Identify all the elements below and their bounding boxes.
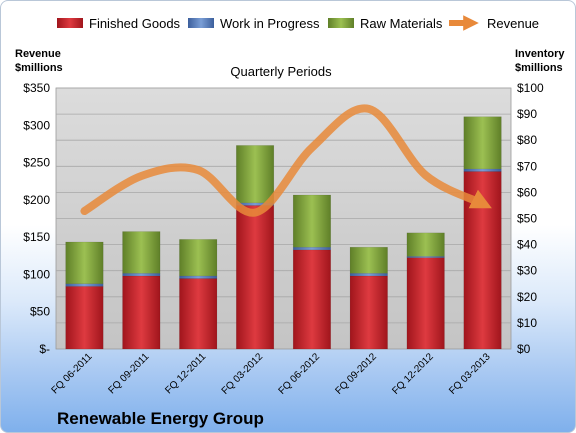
legend-label-work-in-progress: Work in Progress — [220, 16, 320, 31]
x-axis-tick-label: FQ 06-2011 — [50, 351, 95, 396]
x-axis-tick-label: FQ 12-2012 — [390, 351, 436, 397]
revenue-line-group — [80, 104, 492, 217]
bar-finished-goods — [406, 257, 445, 350]
legend-swatch-raw-materials — [328, 18, 354, 28]
x-axis-tick-label: FQ 09-2012 — [333, 351, 379, 397]
legend-item-revenue: Revenue — [449, 15, 539, 31]
bar-raw-materials — [122, 231, 161, 274]
bar-finished-goods — [236, 205, 275, 350]
legend: Finished Goods Work in Progress Raw Mate… — [57, 15, 539, 31]
legend-label-revenue: Revenue — [487, 16, 539, 31]
bar-work-in-progress — [179, 275, 218, 279]
left-axis-ticks: $- $50 $100 $150 $200 $250 $300 $350 — [23, 81, 50, 356]
bar-work-in-progress — [349, 273, 388, 277]
bar-raw-materials — [236, 145, 275, 204]
left-axis-tick-label: $150 — [23, 230, 50, 244]
left-axis-tick-label: $250 — [23, 156, 50, 170]
bar-work-in-progress — [463, 168, 502, 172]
legend-label-finished-goods: Finished Goods — [89, 16, 181, 31]
right-axis-ticks: $0 $10 $20 $30 $40 $50 $60 $70 $80 $90 $100 — [517, 81, 544, 356]
x-axis-tick-label: FQ 03-2012 — [220, 351, 266, 397]
left-axis-tick-label: $350 — [23, 81, 50, 95]
right-axis-tick-label: $50 — [517, 212, 537, 226]
bar-raw-materials — [292, 194, 331, 248]
right-axis-tick-label: $60 — [517, 185, 537, 199]
left-axis-title-line1: Revenue — [15, 48, 61, 60]
right-axis-tick-label: $40 — [517, 238, 537, 252]
legend-swatch-work-in-progress — [188, 18, 214, 28]
right-axis-tick-label: $10 — [517, 316, 537, 330]
left-axis-tick-label: $- — [39, 342, 50, 356]
chart-title: Quarterly Periods — [230, 64, 332, 79]
x-axis-ticks: FQ 06-2011 FQ 09-2011 FQ 12-2011 FQ 03-2012… — [50, 351, 493, 397]
x-axis-tick-label: FQ 09-2011 — [106, 351, 151, 396]
revenue-line — [80, 104, 492, 217]
right-axis-title-line1: Inventory — [515, 48, 565, 60]
x-axis-tick-label: FQ 03-2013 — [447, 351, 493, 397]
right-axis-tick-label: $90 — [517, 107, 537, 121]
x-axis-tick-label: FQ 12-2011 — [163, 351, 208, 396]
x-axis-tick-label: FQ 06-2012 — [277, 351, 323, 397]
bar-finished-goods — [349, 275, 388, 350]
right-axis-tick-label: $80 — [517, 133, 537, 147]
right-axis-tick-label: $30 — [517, 264, 537, 278]
left-axis-title-line2: $millions — [15, 62, 63, 74]
bar-work-in-progress — [65, 283, 104, 287]
right-axis-tick-label: $70 — [517, 159, 537, 173]
right-axis-title-line2: $millions — [515, 62, 563, 74]
right-axis-tick-label: $0 — [517, 342, 531, 356]
legend-swatch-finished-goods — [57, 18, 83, 28]
bar-raw-materials — [463, 116, 502, 170]
bar-raw-materials — [65, 241, 104, 285]
left-axis-tick-label: $100 — [23, 267, 50, 281]
bar-finished-goods — [292, 249, 331, 350]
bar-finished-goods — [179, 278, 218, 350]
bar-raw-materials — [406, 232, 445, 257]
left-axis-tick-label: $200 — [23, 193, 50, 207]
bar-finished-goods — [65, 286, 104, 350]
bar-raw-materials — [179, 239, 218, 277]
right-axis-tick-label: $100 — [517, 81, 544, 95]
left-axis-tick-label: $50 — [30, 305, 50, 319]
bar-raw-materials — [349, 246, 388, 274]
company-title: Renewable Energy Group — [57, 409, 264, 428]
bar-finished-goods — [122, 275, 161, 350]
legend-label-raw-materials: Raw Materials — [360, 16, 443, 31]
bar-work-in-progress — [292, 246, 331, 251]
bar-work-in-progress — [122, 273, 161, 277]
legend-item-finished-goods: Finished Goods — [57, 16, 181, 31]
legend-item-work-in-progress: Work in Progress — [188, 16, 320, 31]
right-axis-tick-label: $20 — [517, 290, 537, 304]
legend-item-raw-materials: Raw Materials — [328, 16, 443, 31]
left-axis-tick-label: $300 — [23, 118, 50, 132]
